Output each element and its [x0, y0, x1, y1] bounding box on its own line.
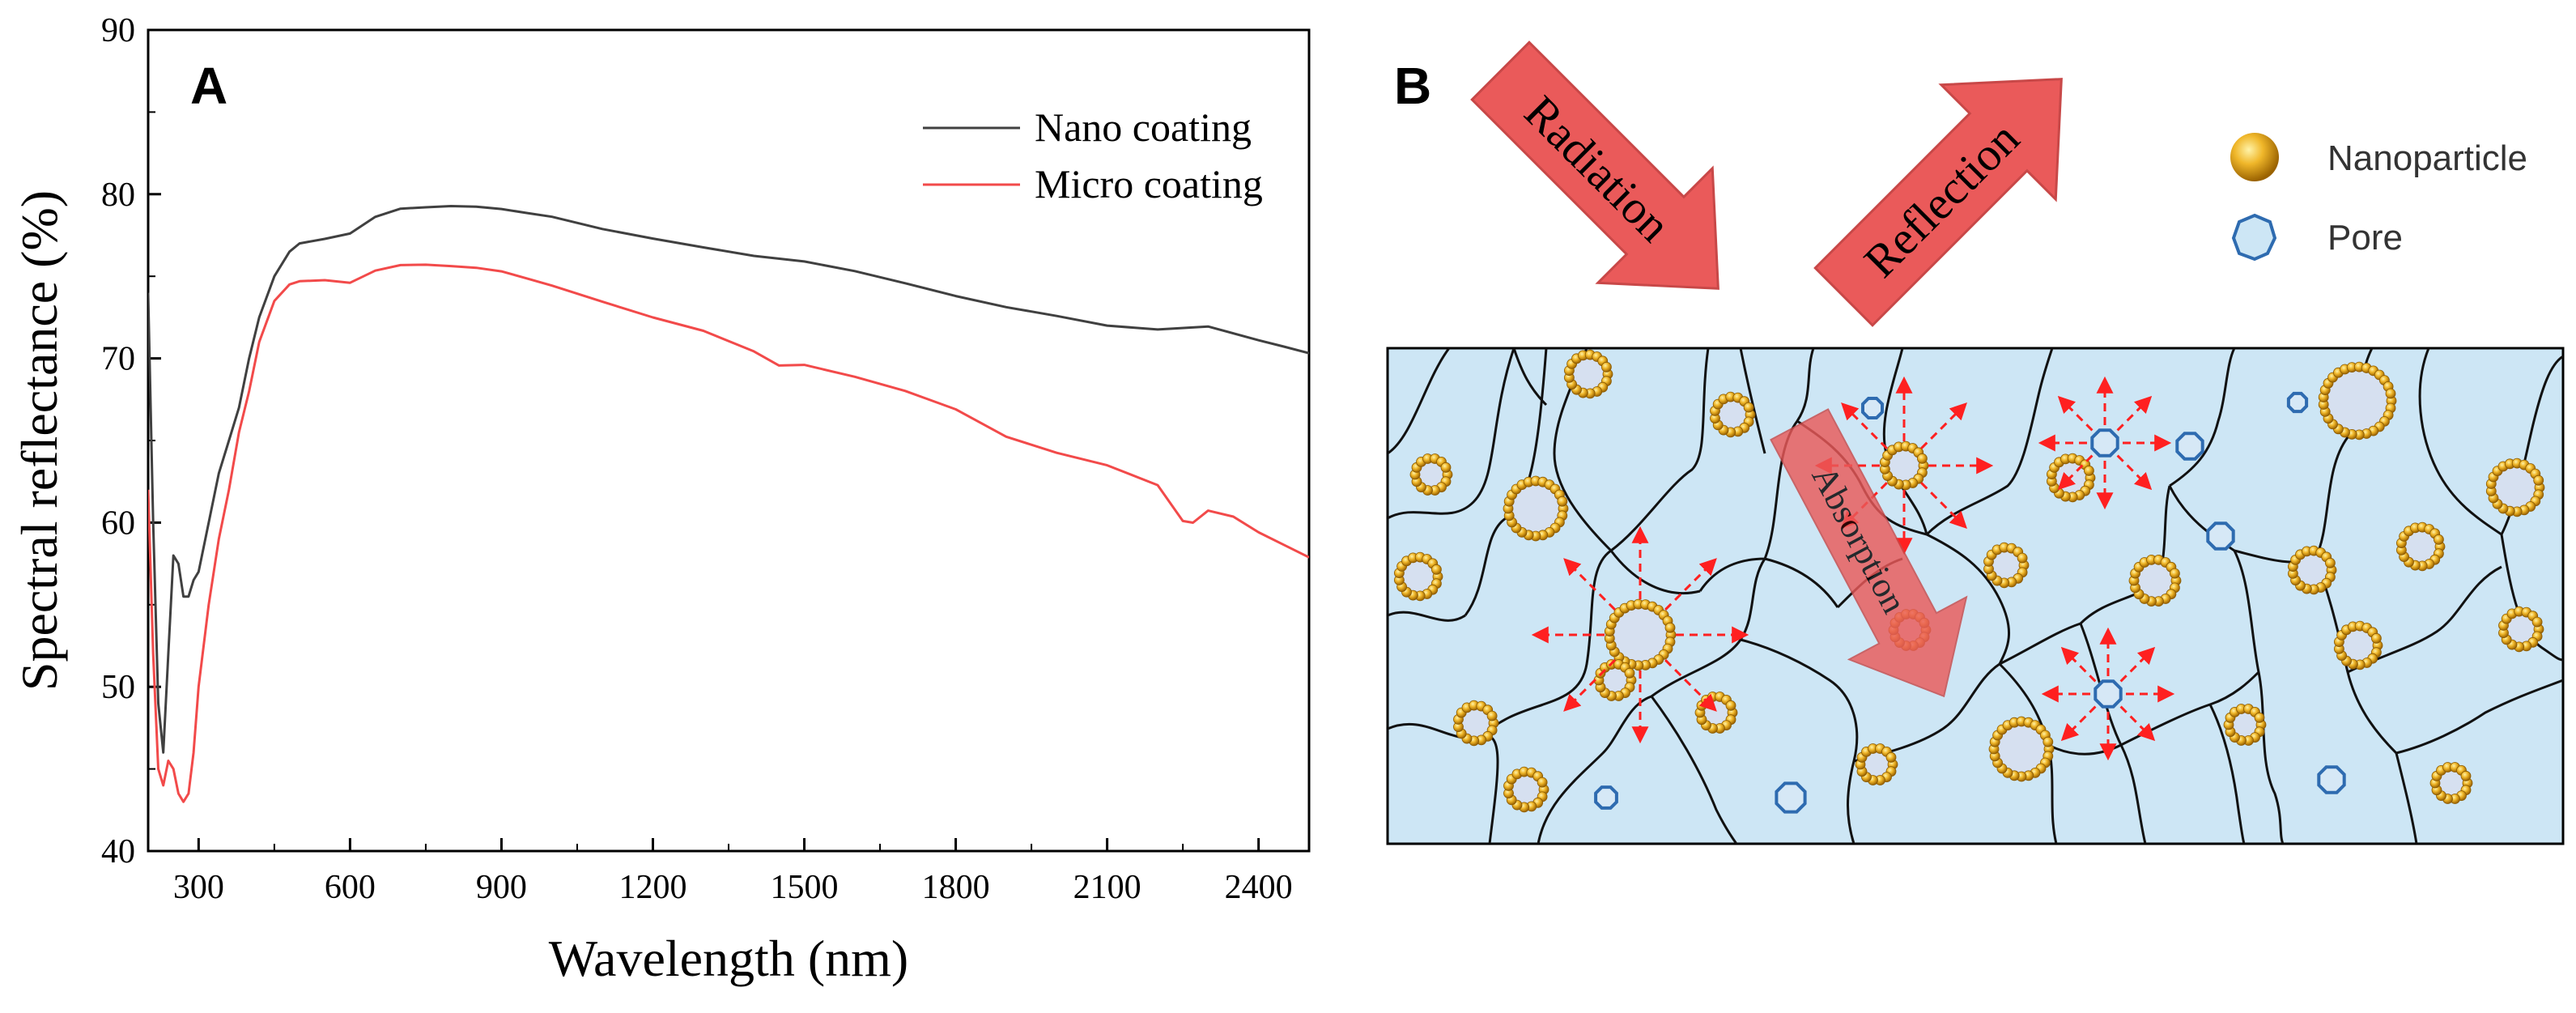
nanoparticle-cluster: [1855, 743, 1898, 785]
grain-boundary: [1388, 611, 1466, 622]
grain-boundary: [1925, 348, 2054, 536]
grain-boundary: [2208, 704, 2246, 844]
grain-boundary: [1926, 533, 2011, 665]
grain-boundary: [2395, 679, 2563, 755]
radiation-arrow: Radiation: [1470, 40, 1719, 290]
nanoparticle-cluster: [2128, 555, 2182, 607]
nanoparticle-cluster: [1983, 542, 2030, 589]
nanoparticle-cluster: [2333, 620, 2383, 670]
pore: [2206, 521, 2235, 551]
x-tick-label: 600: [325, 869, 376, 906]
y-tick-label: 60: [101, 504, 135, 542]
nanoparticle-cluster: [1503, 475, 1569, 542]
nanoparticle-cluster: [2395, 521, 2446, 572]
nanoparticle-cluster: [1564, 349, 1613, 399]
grain-boundary: [1610, 348, 1710, 552]
y-axis-label: Spectral reflectance (%): [11, 190, 68, 691]
y-axis: 40 50 60 70 80 90: [101, 12, 161, 870]
series-line-micro: [148, 263, 1309, 803]
pore: [2317, 765, 2346, 794]
legend-nanoparticle-label: Nanoparticle: [2327, 138, 2527, 178]
legend-label-nano: Nano coating: [1035, 104, 1252, 150]
nanoparticles-group: [1394, 349, 2545, 813]
pore: [1861, 397, 1884, 419]
nanoparticle-cluster: [1503, 766, 1549, 813]
diagram-legend: Nanoparticle Pore: [2230, 133, 2527, 262]
grain-boundary: [1698, 348, 1815, 592]
y-tick-label: 40: [101, 833, 135, 870]
grain-boundary: [2395, 752, 2418, 844]
nanoparticle-cluster: [2287, 545, 2337, 595]
grain-boundary: [1764, 557, 1839, 608]
nanoparticle-cluster: [1453, 700, 1499, 747]
grain-boundary: [1740, 638, 1859, 844]
y-tick-label: 50: [101, 669, 135, 706]
reflection-arrow: Reflection: [1813, 78, 2063, 327]
reflection-label: Reflection: [1854, 112, 2030, 287]
y-tick-label: 90: [101, 12, 135, 49]
grain-boundary: [1388, 348, 1451, 455]
x-tick-label: 1500: [771, 869, 839, 906]
x-axis-label: Wavelength (nm): [549, 930, 908, 987]
grain-boundary: [2418, 348, 2502, 536]
grain-boundary: [1999, 622, 2081, 666]
nanoparticle-cluster: [2485, 458, 2545, 517]
legend-pore-label: Pore: [2327, 218, 2403, 258]
y-tick-label: 80: [101, 177, 135, 214]
grain-boundary: [1512, 348, 1548, 406]
nanoparticle-cluster: [1593, 659, 1637, 701]
pore: [2286, 391, 2309, 414]
x-tick-label: 300: [173, 869, 224, 906]
nanoparticle-cluster: [2429, 762, 2473, 804]
nanoparticle-cluster: [2046, 453, 2096, 503]
x-tick-label: 1200: [618, 869, 687, 906]
scatter-burst: [2041, 627, 2175, 761]
pore-icon: [2231, 213, 2277, 262]
scatter-burst: [1531, 526, 1749, 744]
scatter-burst: [2038, 376, 2172, 510]
nanoparticle-icon: [2230, 133, 2279, 181]
pore: [1594, 785, 1618, 810]
nanoparticle-cluster: [1710, 391, 1756, 438]
nanoparticle-cluster: [1394, 551, 1443, 602]
plot-frame: [147, 28, 1311, 853]
nanoparticle-cluster: [1988, 716, 2055, 782]
series-group: [148, 205, 1309, 803]
series-line-nano: [148, 205, 1309, 754]
y-tick-label: 70: [101, 341, 135, 378]
grain-boundary: [1650, 696, 1738, 844]
nanoparticle-cluster: [1694, 692, 1738, 734]
nanoparticle-cluster: [1409, 453, 1453, 496]
pore: [2094, 679, 2123, 709]
pore: [1775, 781, 1807, 814]
legend-label-micro: Micro coating: [1035, 161, 1263, 206]
pore: [2175, 432, 2204, 461]
nanoparticle-cluster: [1879, 441, 1929, 491]
nanoparticle-cluster: [2223, 704, 2267, 746]
nanoparticle-cluster: [2498, 606, 2544, 653]
x-tick-label: 900: [476, 869, 527, 906]
nanoparticle-cluster: [1604, 598, 1677, 671]
chart-panel-a: A 300 600 900 1200 1500 1800 2100 2400 40 50 60 70…: [11, 12, 1311, 987]
grain-boundary: [1609, 550, 1701, 595]
x-tick-label: 1800: [922, 869, 990, 906]
panel-label-b: B: [1394, 57, 1431, 115]
x-tick-label: 2400: [1225, 869, 1293, 906]
grain-boundary: [1480, 549, 1612, 738]
grain-boundary: [1537, 695, 1652, 844]
pore: [2090, 428, 2119, 458]
chart-legend: Nano coating Micro coating: [923, 104, 1263, 206]
grain-boundary: [1739, 348, 1766, 454]
panel-label-a: A: [190, 57, 227, 115]
x-tick-label: 2100: [1073, 869, 1141, 906]
grain-boundary: [1388, 348, 1515, 520]
grain-boundary: [2169, 348, 2236, 487]
diagram-panel-b: B Radiation Reflection Nanoparticle Pore…: [1386, 40, 2565, 845]
x-axis: 300 600 900 1200 1500 1800 2100 2400: [173, 838, 1293, 906]
nanoparticle-cluster: [2318, 361, 2397, 441]
